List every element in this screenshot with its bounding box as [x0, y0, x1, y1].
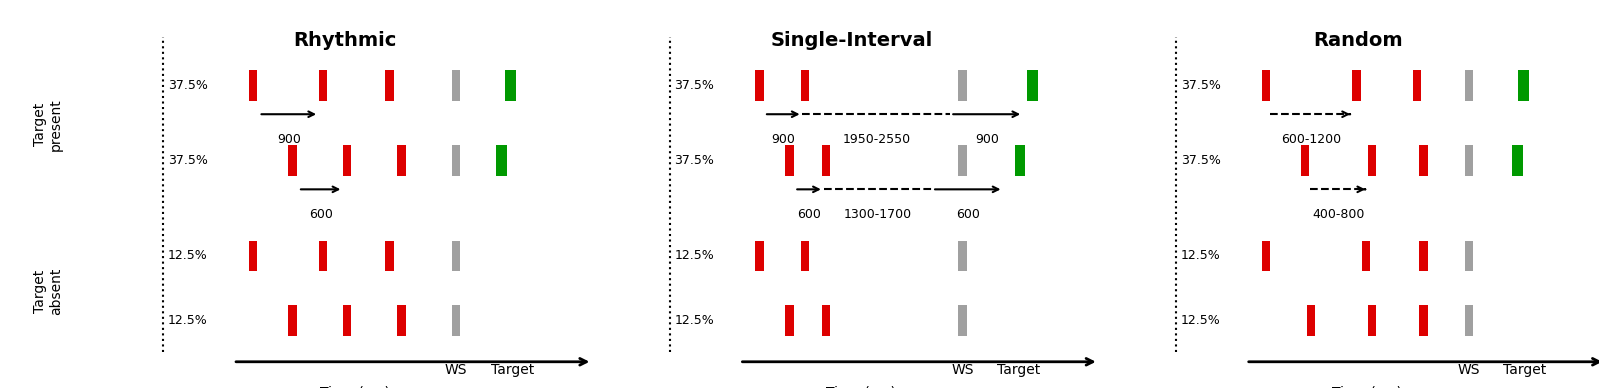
FancyBboxPatch shape: [1367, 305, 1377, 336]
Text: Rhythmic: Rhythmic: [294, 31, 397, 50]
FancyBboxPatch shape: [249, 70, 257, 100]
FancyBboxPatch shape: [1353, 70, 1361, 100]
Text: 1300-1700: 1300-1700: [844, 208, 911, 221]
FancyBboxPatch shape: [505, 70, 516, 100]
FancyBboxPatch shape: [1414, 70, 1422, 100]
FancyBboxPatch shape: [453, 70, 461, 100]
Text: 37.5%: 37.5%: [1180, 154, 1220, 167]
FancyBboxPatch shape: [397, 145, 406, 176]
FancyBboxPatch shape: [288, 145, 297, 176]
FancyBboxPatch shape: [958, 70, 967, 100]
Text: 12.5%: 12.5%: [168, 314, 208, 327]
Text: 12.5%: 12.5%: [168, 249, 208, 262]
Text: WS: WS: [951, 364, 974, 378]
Text: Random: Random: [1313, 31, 1402, 50]
FancyBboxPatch shape: [822, 145, 830, 176]
Text: 12.5%: 12.5%: [675, 314, 715, 327]
FancyBboxPatch shape: [1465, 145, 1473, 176]
Text: Target
present: Target present: [34, 98, 62, 151]
Text: Target: Target: [491, 364, 534, 378]
Text: 900: 900: [277, 133, 301, 146]
Text: Time (ms): Time (ms): [1332, 386, 1402, 388]
Text: Target: Target: [1503, 364, 1546, 378]
FancyBboxPatch shape: [1367, 145, 1377, 176]
Text: Time (ms): Time (ms): [320, 386, 390, 388]
Text: 37.5%: 37.5%: [168, 79, 208, 92]
FancyBboxPatch shape: [1262, 70, 1270, 100]
Text: 37.5%: 37.5%: [675, 79, 715, 92]
Text: 1950-2550: 1950-2550: [843, 133, 910, 146]
Text: 600-1200: 600-1200: [1281, 133, 1342, 146]
FancyBboxPatch shape: [496, 145, 507, 176]
FancyBboxPatch shape: [958, 145, 967, 176]
FancyBboxPatch shape: [822, 305, 830, 336]
FancyBboxPatch shape: [1027, 70, 1038, 100]
FancyBboxPatch shape: [1465, 70, 1473, 100]
FancyBboxPatch shape: [453, 305, 461, 336]
Text: 600: 600: [956, 208, 980, 221]
FancyBboxPatch shape: [785, 145, 793, 176]
FancyBboxPatch shape: [801, 70, 809, 100]
Text: 37.5%: 37.5%: [168, 154, 208, 167]
Text: 37.5%: 37.5%: [1180, 79, 1220, 92]
Text: 600: 600: [309, 208, 333, 221]
FancyBboxPatch shape: [288, 305, 297, 336]
Text: 12.5%: 12.5%: [1180, 249, 1220, 262]
FancyBboxPatch shape: [342, 145, 352, 176]
Text: Time (ms): Time (ms): [825, 386, 895, 388]
FancyBboxPatch shape: [1517, 70, 1529, 100]
Text: 37.5%: 37.5%: [675, 154, 715, 167]
FancyBboxPatch shape: [249, 241, 257, 271]
FancyBboxPatch shape: [1302, 145, 1310, 176]
FancyBboxPatch shape: [318, 241, 326, 271]
FancyBboxPatch shape: [453, 145, 461, 176]
FancyBboxPatch shape: [755, 241, 764, 271]
FancyBboxPatch shape: [397, 305, 406, 336]
FancyBboxPatch shape: [342, 305, 352, 336]
Text: WS: WS: [445, 364, 467, 378]
Text: 600: 600: [796, 208, 820, 221]
FancyBboxPatch shape: [385, 241, 393, 271]
FancyBboxPatch shape: [1361, 241, 1370, 271]
FancyBboxPatch shape: [1465, 305, 1473, 336]
FancyBboxPatch shape: [1513, 145, 1522, 176]
Text: Target
absent: Target absent: [34, 267, 62, 315]
Text: Single-Interval: Single-Interval: [771, 31, 932, 50]
FancyBboxPatch shape: [1015, 145, 1025, 176]
FancyBboxPatch shape: [453, 241, 461, 271]
Text: Target: Target: [996, 364, 1041, 378]
FancyBboxPatch shape: [958, 305, 967, 336]
FancyBboxPatch shape: [1420, 305, 1428, 336]
FancyBboxPatch shape: [1465, 241, 1473, 271]
Text: 12.5%: 12.5%: [675, 249, 715, 262]
FancyBboxPatch shape: [1420, 145, 1428, 176]
Text: 900: 900: [771, 133, 795, 146]
FancyBboxPatch shape: [755, 70, 764, 100]
Text: WS: WS: [1458, 364, 1481, 378]
FancyBboxPatch shape: [385, 70, 393, 100]
FancyBboxPatch shape: [785, 305, 793, 336]
FancyBboxPatch shape: [1262, 241, 1270, 271]
Text: 900: 900: [975, 133, 999, 146]
Text: 12.5%: 12.5%: [1180, 314, 1220, 327]
FancyBboxPatch shape: [1306, 305, 1316, 336]
FancyBboxPatch shape: [801, 241, 809, 271]
FancyBboxPatch shape: [1420, 241, 1428, 271]
FancyBboxPatch shape: [318, 70, 326, 100]
FancyBboxPatch shape: [958, 241, 967, 271]
Text: 400-800: 400-800: [1313, 208, 1366, 221]
